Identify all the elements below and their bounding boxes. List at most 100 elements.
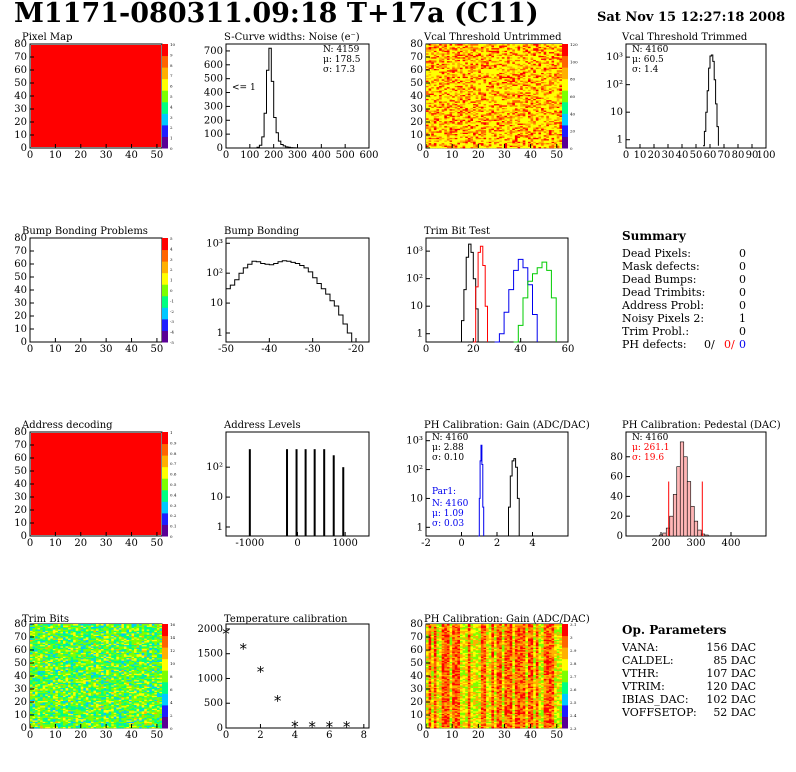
heatmap-cell — [32, 646, 36, 648]
heatmap-cell — [454, 72, 458, 75]
heatmap-cell — [30, 690, 33, 692]
heatmap-cell — [462, 125, 466, 128]
heatmap-cell — [478, 141, 482, 144]
heatmap-cell — [520, 107, 524, 110]
heatmap-cell — [436, 142, 440, 145]
heatmap-cell — [512, 103, 516, 106]
heatmap-cell — [465, 140, 469, 142]
heatmap-cell — [465, 50, 469, 53]
heatmap-cell — [533, 70, 537, 72]
heatmap-cell — [554, 127, 558, 129]
heatmap-cell — [426, 116, 429, 119]
heatmap-cell — [452, 89, 456, 92]
heatmap-cell — [551, 63, 555, 66]
heatmap-cell — [32, 677, 36, 679]
heatmap-cell — [554, 129, 558, 132]
heatmap-cell — [470, 110, 474, 112]
heatmap-cell — [556, 131, 560, 133]
heatmap-cell — [525, 105, 529, 107]
heatmap-cell — [514, 47, 518, 50]
heatmap-cell — [488, 136, 492, 138]
heatmap-cell — [517, 90, 521, 93]
heatmap-cell — [483, 107, 487, 110]
heatmap-cell — [454, 86, 458, 89]
heatmap-cell — [533, 86, 537, 89]
heatmap-cell — [528, 83, 531, 85]
heatmap-cell — [548, 115, 552, 118]
heatmap-cell — [499, 141, 503, 144]
y-tick-label: 80 — [14, 427, 27, 438]
heatmap-cell — [541, 132, 544, 134]
heatmap-cell — [30, 637, 33, 639]
heatmap-cell — [535, 145, 539, 147]
heatmap-cell — [428, 137, 432, 140]
heatmap-cell — [496, 49, 500, 51]
heatmap-cell — [496, 101, 500, 103]
heatmap-cell — [30, 724, 33, 726]
heatmap-cell — [32, 698, 36, 700]
heatmap-cell — [436, 85, 440, 88]
heatmap-cell — [525, 140, 529, 142]
heatmap-cell — [436, 109, 440, 111]
heatmap-cell — [517, 70, 521, 72]
heatmap-cell — [525, 67, 529, 69]
heatmap-cell — [460, 51, 463, 54]
chart-title: Trim Bits — [22, 614, 69, 625]
heatmap-cell — [473, 144, 476, 146]
heatmap-cell — [428, 105, 432, 107]
heatmap-cell — [475, 71, 479, 73]
heatmap-cell — [559, 66, 563, 68]
heatmap-cell — [37, 678, 41, 681]
heatmap-cell — [30, 652, 33, 655]
heatmap-cell — [543, 83, 547, 85]
heatmap-cell — [507, 138, 510, 141]
heatmap-cell — [530, 109, 534, 111]
heatmap-cell — [470, 81, 474, 84]
heatmap-cell — [35, 646, 38, 648]
heatmap-cell — [535, 102, 539, 105]
heatmap-cell — [528, 145, 531, 147]
bar — [665, 527, 671, 537]
heatmap-cell — [528, 54, 531, 56]
heatmap-cell — [473, 63, 476, 66]
heatmap-cell — [509, 46, 513, 49]
heatmap-cell — [525, 111, 529, 114]
heatmap-cell — [538, 45, 542, 47]
heatmap-cell — [478, 89, 482, 92]
heatmap-cell — [551, 66, 555, 68]
heatmap-cell — [543, 73, 547, 76]
heatmap-cell — [37, 707, 41, 709]
heatmap-cell — [551, 118, 555, 120]
heatmap-cell — [507, 146, 510, 149]
heatmap-cell — [37, 720, 41, 722]
heatmap-cell — [436, 145, 440, 147]
heatmap-cell — [446, 79, 450, 81]
heatmap-cell — [452, 133, 456, 136]
x-tick-label: 0 — [294, 538, 300, 549]
heatmap-cell — [30, 624, 33, 626]
heatmap-cell — [452, 120, 456, 123]
heatmap-cell — [543, 68, 547, 71]
heatmap-cell — [525, 107, 529, 110]
heatmap-cell — [452, 109, 456, 111]
heatmap-cell — [556, 119, 560, 121]
heatmap-cell — [454, 53, 458, 55]
heatmap-cell — [473, 89, 476, 92]
heatmap-cell — [522, 138, 526, 141]
heatmap-cell — [528, 51, 531, 54]
heatmap-cell — [517, 141, 521, 144]
palette-tick-label: -4 — [170, 330, 174, 335]
heatmap-cell — [444, 112, 448, 115]
heatmap-cell — [538, 135, 542, 137]
heatmap-cell — [559, 47, 563, 50]
heatmap-cell — [426, 73, 429, 76]
heatmap-cell — [452, 144, 456, 146]
heatmap-cell — [548, 60, 552, 63]
heatmap-cell — [496, 63, 500, 66]
y-tick-label: 0 — [21, 143, 27, 154]
heatmap-cell — [454, 77, 458, 80]
heatmap-cell — [525, 133, 529, 136]
heatmap-cell — [428, 51, 432, 54]
heatmap-cell — [559, 106, 563, 108]
heatmap-cell — [548, 81, 552, 84]
